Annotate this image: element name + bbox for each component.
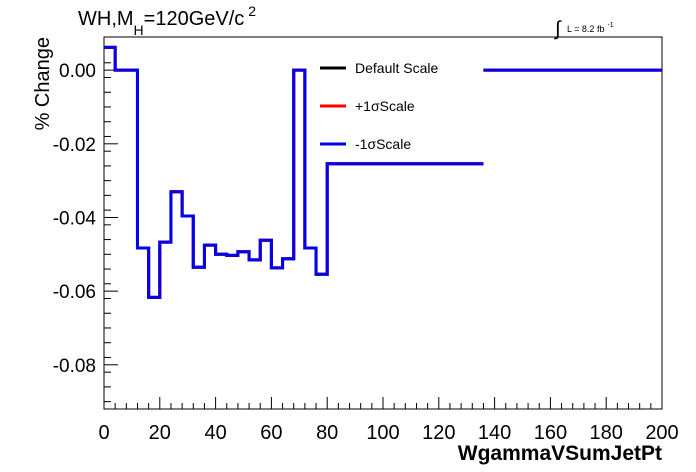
x-tick-label: 160 [534,422,567,444]
chart-title: WH,MH=120GeV/c 2 [78,3,256,38]
x-tick-label: 40 [204,422,226,444]
x-axis-tick-labels: 0 20 40 60 80 100 120 140 160 180 200 [98,422,678,444]
x-tick-label: 60 [260,422,282,444]
y-tick-label: -0.04 [53,208,97,229]
y-tick-label: -0.02 [53,135,96,156]
lumi-integral: ∫ [554,18,562,40]
legend: Default Scale +1σScale -1σScale [320,60,438,152]
series--1-scale [104,45,662,299]
legend-label: +1σScale [355,98,415,114]
y-tick-label: -0.06 [53,282,96,303]
y-tick-label: 0.00 [59,61,96,82]
x-axis-ticks [103,397,663,409]
y-axis-tick-labels: 0.00 -0.02 -0.04 -0.06 -0.08 [53,61,97,377]
x-tick-label: 140 [478,422,511,444]
y-tick-label: -0.08 [53,356,96,377]
series-layer [104,45,662,299]
legend-label: Default Scale [355,60,438,76]
series-default-scale [104,45,662,299]
x-tick-label: 120 [422,422,455,444]
x-tick-label: 200 [645,422,678,444]
lumi-label: L = 8.2 fb -1 [567,22,614,34]
series-line [104,45,484,299]
x-tick-label: 100 [366,422,399,444]
x-tick-label: 80 [316,422,338,444]
x-tick-label: 180 [590,422,623,444]
x-tick-label: 0 [98,422,109,444]
plot-frame [103,36,663,410]
x-axis-label: WgammaVSumJetPt [458,442,662,465]
x-tick-label: 20 [149,422,171,444]
legend-label: -1σScale [355,136,411,152]
series--1-scale [104,45,662,299]
y-axis-label: % Change [32,37,54,130]
y-axis-ticks [104,47,118,403]
